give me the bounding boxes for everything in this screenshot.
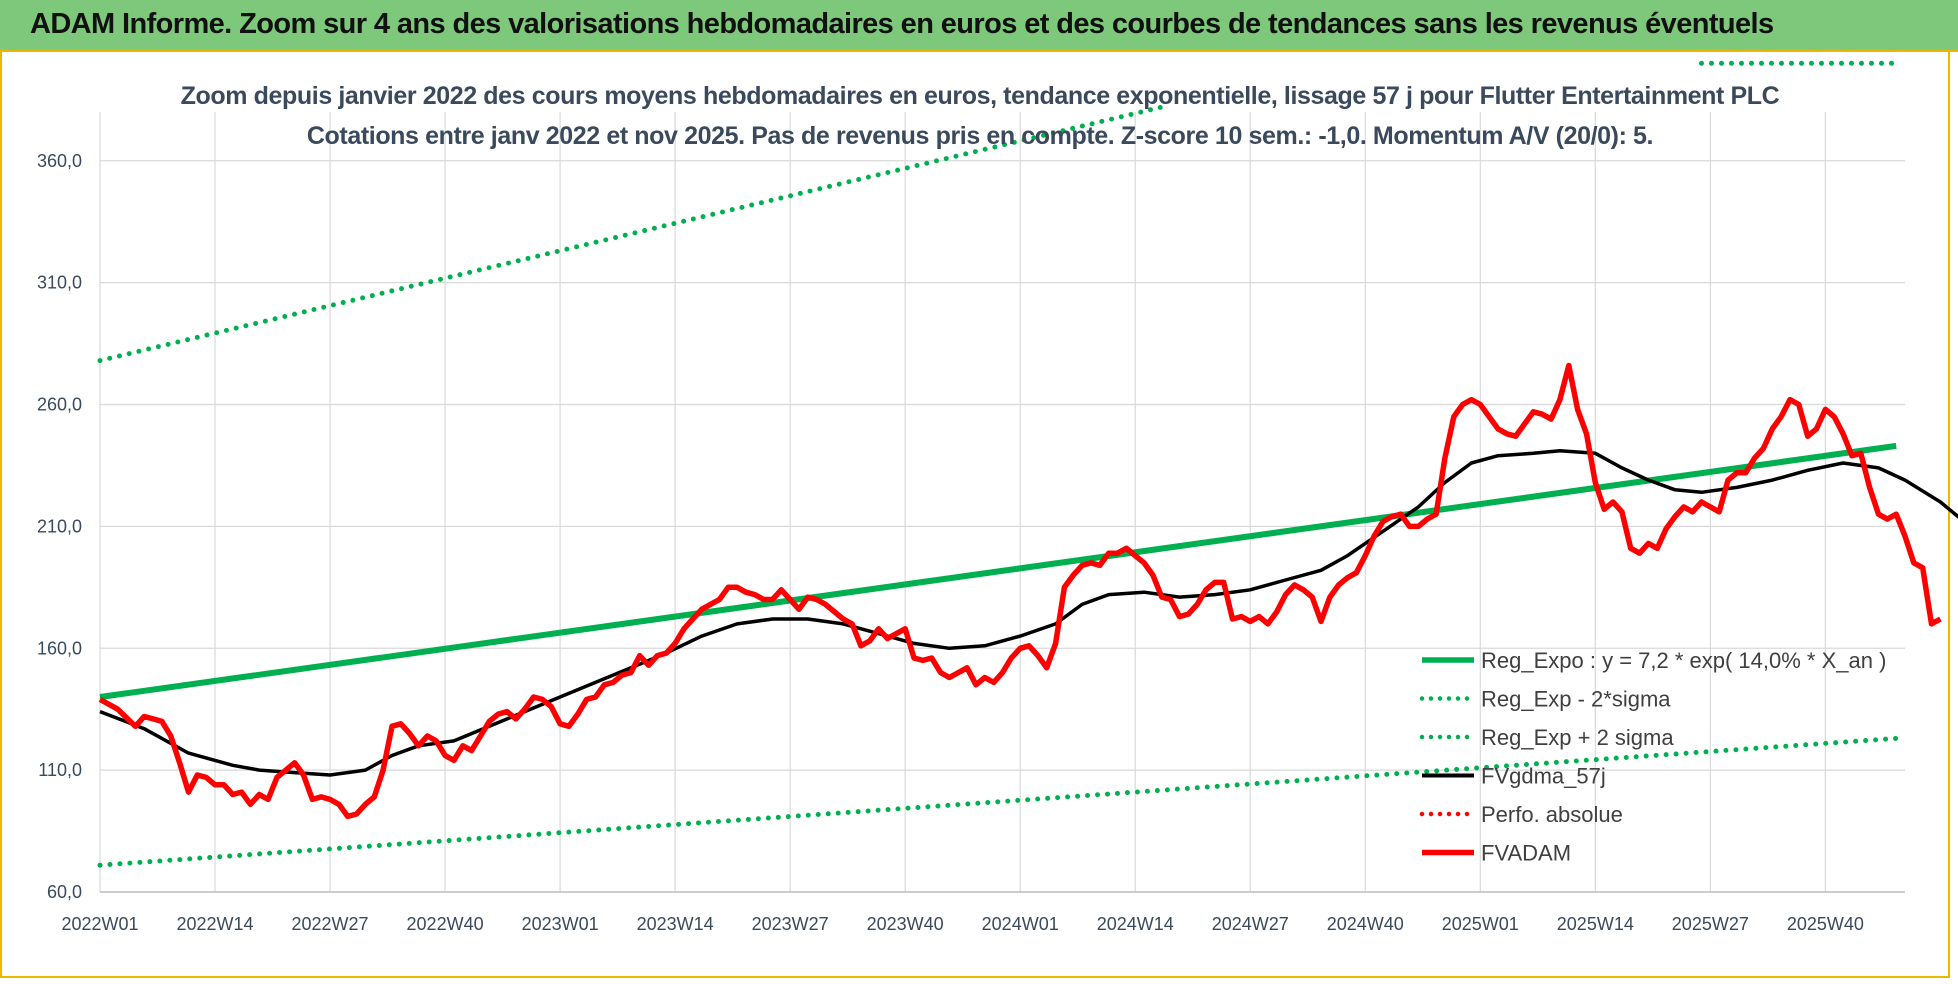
chart-frame	[0, 52, 1950, 978]
x-tick-label: 2023W40	[867, 914, 944, 934]
series-layer	[97, 60, 1958, 868]
y-tick-label: 310,0	[37, 273, 82, 293]
y-tick-label: 110,0	[38, 760, 82, 780]
legend-label: Reg_Exp - 2*sigma	[1481, 687, 1671, 712]
legend-label: Reg_Exp + 2 sigma	[1481, 725, 1674, 750]
grid-lines	[99, 112, 1905, 893]
x-tick-label: 2025W40	[1787, 914, 1864, 934]
legend-label: FVADAM	[1481, 841, 1571, 866]
report-title: ADAM Informe. Zoom sur 4 ans des valoris…	[30, 8, 1774, 40]
x-tick-label: 2022W27	[292, 914, 369, 934]
chart-subtitle: Cotations entre janv 2022 et nov 2025. P…	[307, 122, 1653, 150]
x-tick-label: 2025W01	[1442, 914, 1519, 934]
y-tick-label: 260,0	[37, 395, 82, 415]
y-tick-label: 160,0	[37, 638, 82, 658]
x-tick-label: 2022W40	[407, 914, 484, 934]
y-tick-label: 60,0	[47, 882, 82, 902]
x-tick-label: 2024W01	[982, 914, 1059, 934]
series-reg-exp-2-sigma	[97, 735, 1899, 868]
series-fvgdma-57j	[99, 449, 1958, 777]
legend: Reg_Expo : y = 7,2 * exp( 14,0% * X_an )…	[1419, 648, 1886, 866]
series-reg-exp-2-sigma	[97, 104, 1165, 364]
y-tick-label: 360,0	[37, 151, 82, 171]
x-tick-label: 2025W27	[1672, 914, 1749, 934]
x-tick-label: 2023W27	[752, 914, 829, 934]
x-tick-label: 2023W01	[522, 914, 599, 934]
x-tick-label: 2024W27	[1212, 914, 1289, 934]
legend-label: FVgdma_57j	[1481, 764, 1606, 789]
x-tick-label: 2025W14	[1557, 914, 1634, 934]
legend-label: Reg_Expo : y = 7,2 * exp( 14,0% * X_an )	[1481, 648, 1886, 673]
x-tick-label: 2024W40	[1327, 914, 1404, 934]
series-fvadam	[98, 362, 1942, 820]
chart-title: Zoom depuis janvier 2022 des cours moyen…	[181, 82, 1780, 110]
x-tick-label: 2022W14	[176, 914, 253, 934]
axis-labels: 60,0 110,0 160,0 210,0 260,0 310,0 360,0 2022W0…	[37, 151, 1864, 934]
y-tick-label: 210,0	[37, 516, 82, 536]
x-tick-label: 2022W01	[61, 914, 138, 934]
legend-label: Perfo. absolue	[1481, 802, 1623, 827]
x-tick-label: 2024W14	[1097, 914, 1174, 934]
report-banner: ADAM Informe. Zoom sur 4 ans des valoris…	[0, 0, 1958, 52]
x-tick-label: 2023W14	[637, 914, 714, 934]
